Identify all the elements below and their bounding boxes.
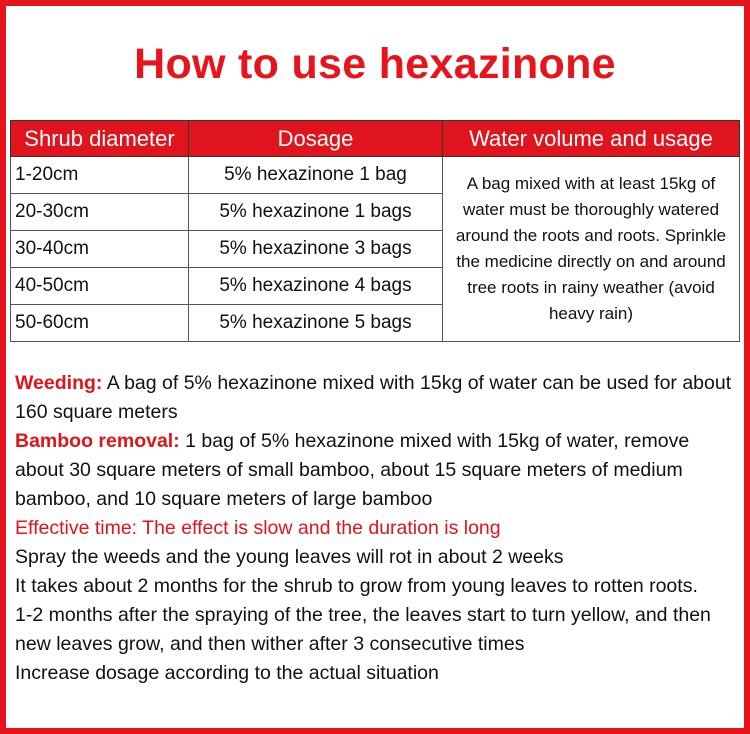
dosage-table: Shrub diameter Dosage Water volume and u… [10,120,740,342]
bamboo-note: Bamboo removal: 1 bag of 5% hexazinone m… [15,427,740,514]
weeding-text: A bag of 5% hexazinone mixed with 15kg o… [15,372,732,423]
table-row: 30-40cm 5% hexazinone 3 bags [10,230,740,268]
page-title: How to use hexazinone [134,40,616,88]
note-line: Increase dosage according to the actual … [15,662,439,684]
note-line: It takes about 2 months for the shrub to… [15,575,698,597]
dosage-cell: 5% hexazinone 5 bags [188,304,443,342]
note-line: 1-2 months after the spraying of the tre… [15,604,711,655]
table-row: 20-30cm 5% hexazinone 1 bags [10,193,740,231]
dosage-cell: 5% hexazinone 4 bags [188,267,443,305]
header-shrub-diameter: Shrub diameter [10,120,189,157]
dosage-cell: 5% hexazinone 1 bags [188,193,443,231]
dosage-cell: 5% hexazinone 3 bags [188,230,443,268]
note-line: Spray the weeds and the young leaves wil… [15,546,564,568]
table-row: 1-20cm 5% hexazinone 1 bag A bag mixed w… [10,156,740,342]
diameter-cell: 1-20cm [10,156,189,194]
bamboo-label: Bamboo removal: [15,430,180,452]
diameter-cell: 50-60cm [10,304,189,342]
weeding-note: Weeding: A bag of 5% hexazinone mixed wi… [15,369,740,427]
diameter-cell: 30-40cm [10,230,189,268]
header-dosage: Dosage [188,120,443,157]
dosage-cell: 5% hexazinone 1 bag [188,156,443,194]
effective-time-note: Effective time: The effect is slow and t… [15,517,501,539]
bamboo-text: 1 bag of 5% hexazinone mixed with 15kg o… [15,430,690,510]
table-header-row: Shrub diameter Dosage Water volume and u… [10,120,740,157]
usage-notes: Weeding: A bag of 5% hexazinone mixed wi… [15,369,740,688]
water-usage-cell: A bag mixed with at least 15kg of water … [442,156,740,342]
table-row: 50-60cm 5% hexazinone 5 bags [10,304,740,342]
diameter-cell: 20-30cm [10,193,189,231]
header-water-volume: Water volume and usage [442,120,740,157]
diameter-cell: 40-50cm [10,267,189,305]
weeding-label: Weeding: [15,372,103,394]
